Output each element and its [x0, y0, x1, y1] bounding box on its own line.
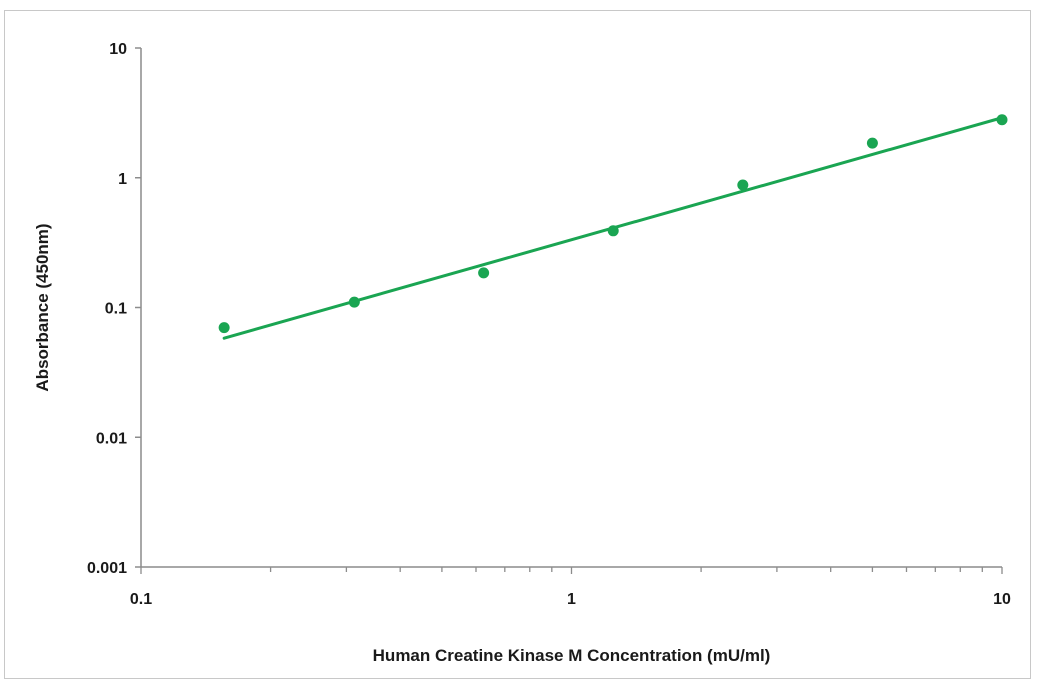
x-tick-label: 0.1 — [130, 591, 152, 608]
data-point — [737, 179, 749, 191]
y-tick-label: 0.001 — [87, 560, 127, 577]
tick-labels: 0.001 0.01 0.1 1 10 0.1 1 10 — [87, 41, 1011, 608]
y-axis-title: Absorbance (450nm) — [33, 223, 52, 391]
data-points — [218, 114, 1008, 334]
data-point — [996, 114, 1008, 126]
ticks — [135, 47, 1003, 574]
y-tick-label: 0.1 — [105, 301, 127, 318]
x-axis-title: Human Creatine Kinase M Concentration (m… — [373, 646, 771, 665]
data-point — [866, 137, 878, 149]
data-point — [607, 225, 619, 237]
y-tick-label: 0.01 — [96, 430, 127, 447]
axes — [140, 48, 1002, 568]
data-point — [478, 267, 490, 279]
x-tick-label: 1 — [567, 591, 576, 608]
x-tick-label: 10 — [993, 591, 1011, 608]
y-tick-label: 1 — [118, 171, 127, 188]
data-point — [218, 322, 230, 334]
y-tick-label: 10 — [109, 41, 127, 58]
data-point — [348, 296, 360, 308]
